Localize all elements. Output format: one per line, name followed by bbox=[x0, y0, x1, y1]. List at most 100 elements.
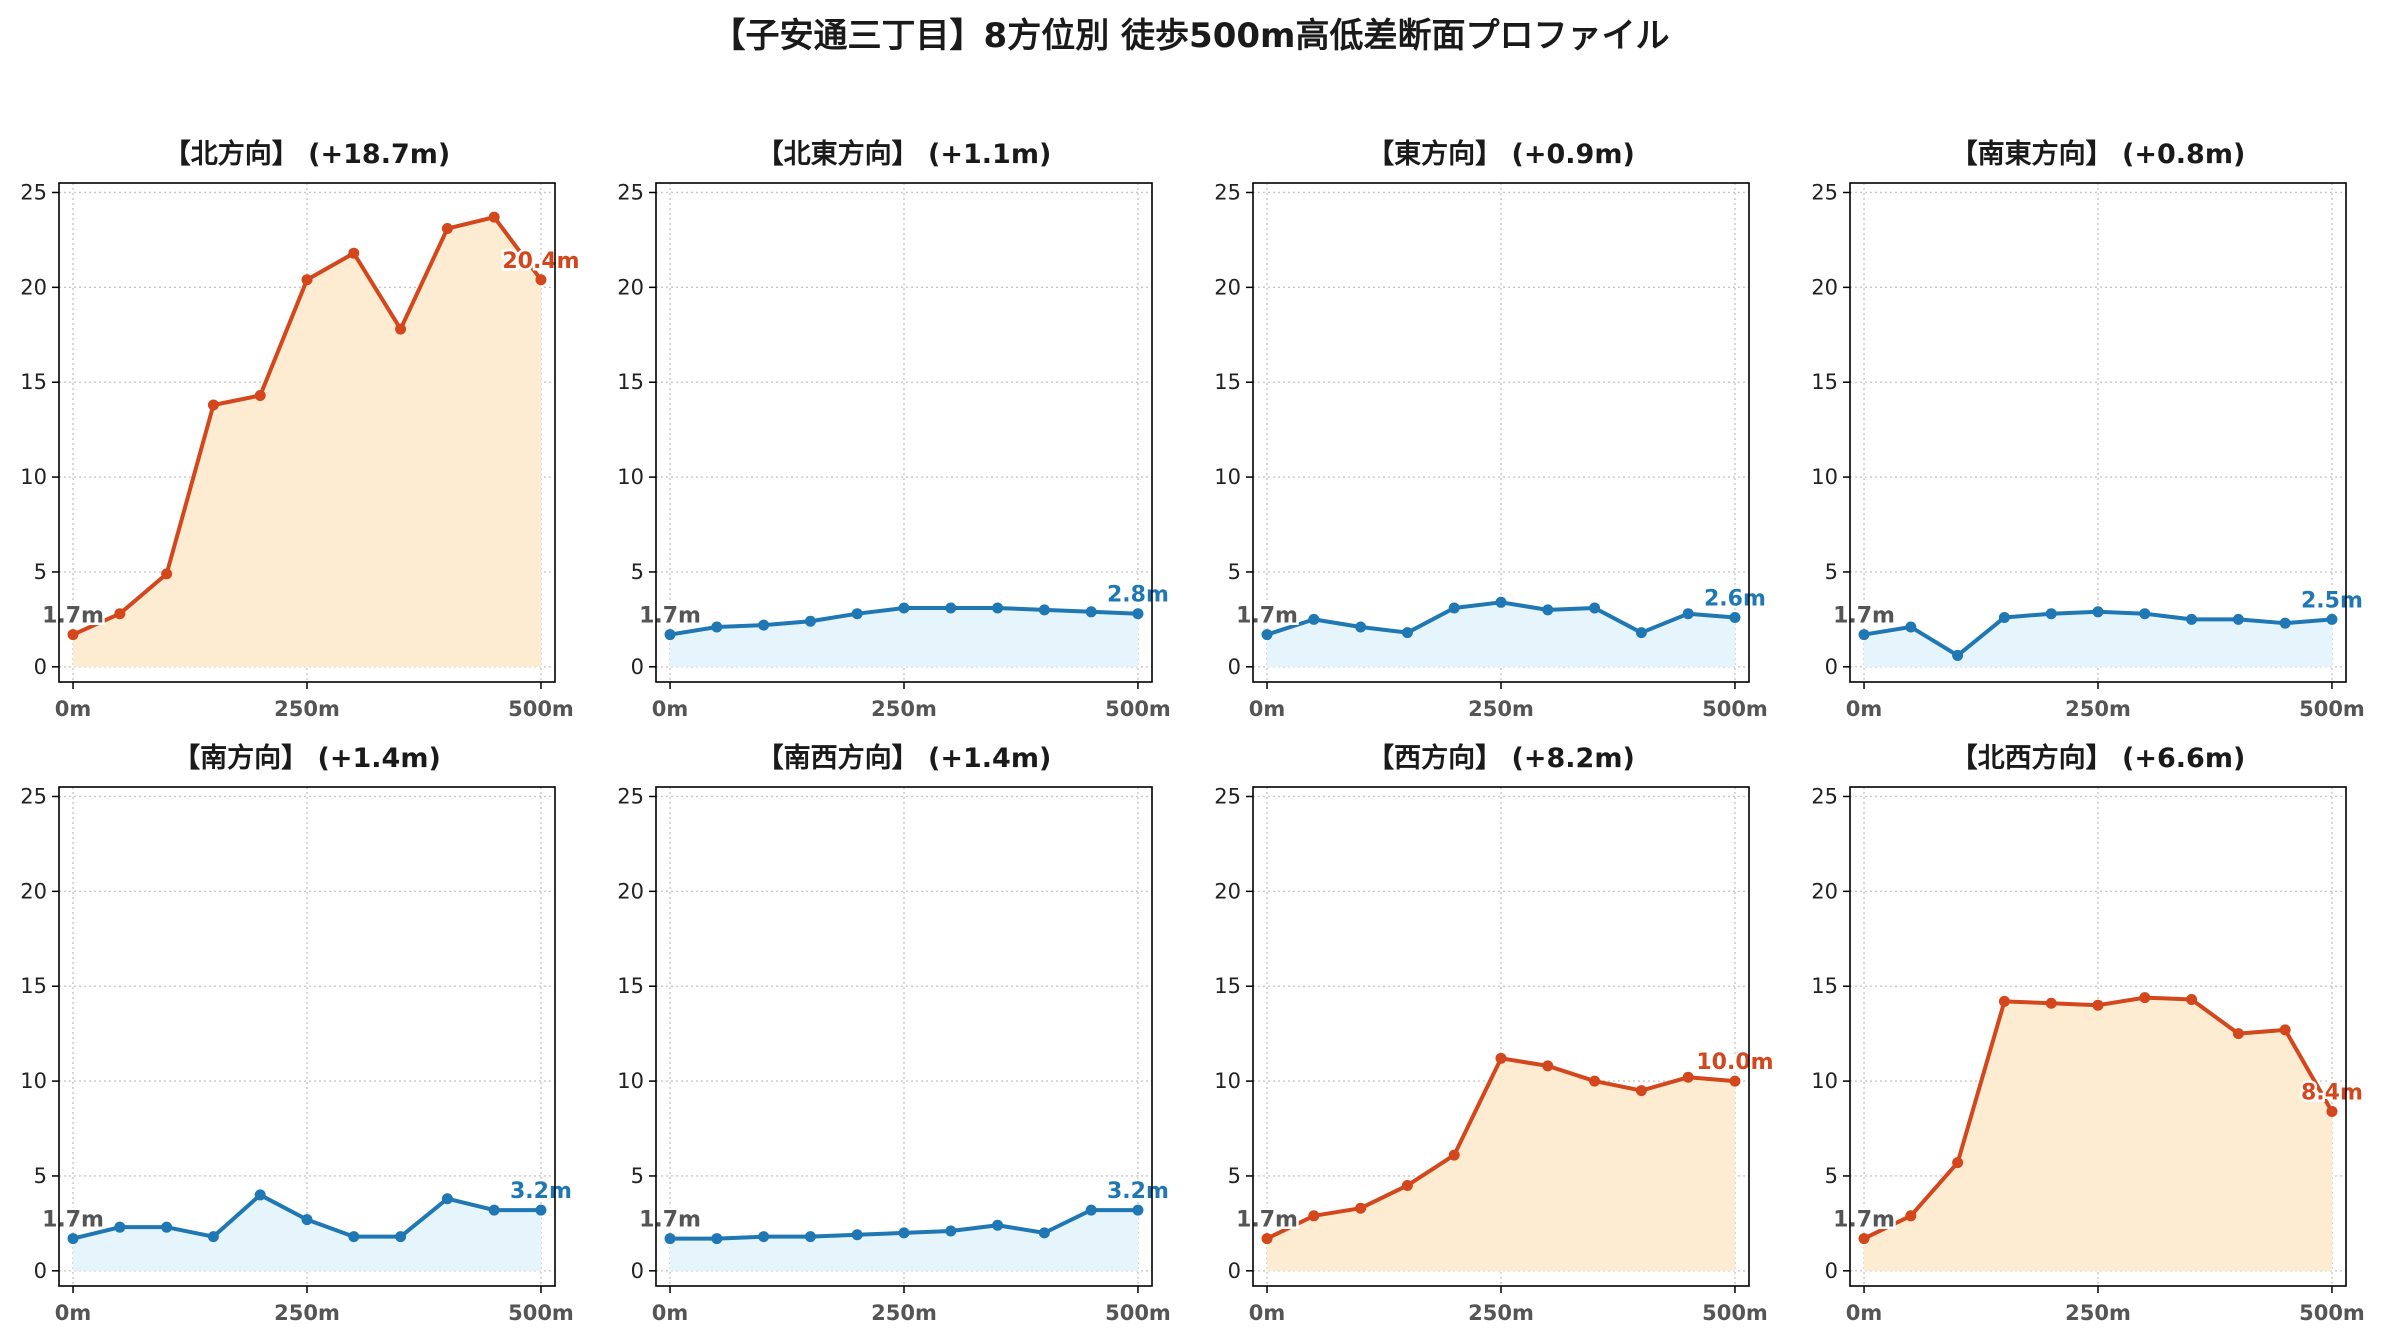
data-point bbox=[1085, 606, 1097, 618]
data-point bbox=[1729, 1075, 1741, 1087]
x-tick-label: 500m bbox=[508, 697, 574, 721]
data-point bbox=[1085, 1204, 1097, 1216]
data-point bbox=[758, 1231, 770, 1243]
end-value-label: 2.6m bbox=[1704, 586, 1766, 611]
data-point bbox=[161, 568, 173, 580]
y-tick-label: 10 bbox=[617, 1069, 644, 1093]
area-fill bbox=[73, 1194, 541, 1271]
data-point bbox=[1132, 1204, 1144, 1216]
data-point bbox=[348, 1231, 360, 1243]
area-fill bbox=[1267, 602, 1735, 667]
data-point bbox=[1261, 629, 1273, 641]
x-tick-label: 500m bbox=[508, 1301, 574, 1325]
start-value-label: 1.7m bbox=[42, 1208, 104, 1233]
area-fill bbox=[670, 608, 1138, 667]
y-tick-label: 5 bbox=[1825, 560, 1838, 584]
data-point bbox=[1038, 1227, 1050, 1239]
subplot-title: 【北方向】 (+18.7m) bbox=[164, 138, 450, 170]
x-tick-label: 0m bbox=[1846, 1301, 1883, 1325]
data-point bbox=[441, 1193, 453, 1205]
data-point bbox=[758, 619, 770, 631]
data-point bbox=[851, 1229, 863, 1241]
subplot-title: 【南西方向】 (+1.4m) bbox=[757, 742, 1052, 774]
data-point bbox=[1401, 627, 1413, 639]
data-point bbox=[898, 602, 910, 614]
y-tick-label: 20 bbox=[20, 275, 47, 299]
y-tick-label: 15 bbox=[617, 974, 644, 998]
data-point bbox=[114, 1221, 126, 1233]
start-value-label: 1.7m bbox=[1236, 1208, 1298, 1233]
y-tick-label: 5 bbox=[1228, 560, 1241, 584]
x-tick-label: 250m bbox=[871, 697, 937, 721]
data-point bbox=[992, 602, 1004, 614]
data-point bbox=[161, 1221, 173, 1233]
data-point bbox=[254, 390, 266, 402]
start-value-label: 1.7m bbox=[42, 604, 104, 629]
y-tick-label: 20 bbox=[1811, 275, 1838, 299]
end-value-label: 2.8m bbox=[1107, 583, 1169, 608]
x-tick-label: 250m bbox=[871, 1301, 937, 1325]
y-tick-label: 10 bbox=[20, 465, 47, 489]
data-point bbox=[2139, 608, 2151, 620]
data-point bbox=[2326, 613, 2338, 625]
x-tick-label: 500m bbox=[1702, 697, 1768, 721]
data-point bbox=[2045, 997, 2057, 1009]
x-tick-label: 0m bbox=[1846, 697, 1883, 721]
x-tick-label: 250m bbox=[2065, 697, 2131, 721]
y-tick-label: 10 bbox=[1811, 1069, 1838, 1093]
y-tick-label: 15 bbox=[1811, 370, 1838, 394]
x-tick-label: 0m bbox=[55, 1301, 92, 1325]
axes-frame bbox=[655, 786, 1153, 1287]
data-point bbox=[348, 247, 360, 259]
y-tick-label: 10 bbox=[617, 465, 644, 489]
data-point bbox=[711, 1233, 723, 1245]
x-tick-label: 500m bbox=[2299, 1301, 2365, 1325]
data-point bbox=[535, 274, 547, 286]
data-point bbox=[804, 615, 816, 627]
x-tick-label: 250m bbox=[274, 697, 340, 721]
start-value-label: 1.7m bbox=[1236, 604, 1298, 629]
subplot-title: 【南方向】 (+1.4m) bbox=[173, 742, 441, 774]
y-tick-label: 0 bbox=[631, 1259, 644, 1283]
data-point bbox=[488, 1204, 500, 1216]
subplot-title: 【北東方向】 (+1.1m) bbox=[757, 138, 1052, 170]
y-tick-label: 10 bbox=[1214, 1069, 1241, 1093]
data-point bbox=[992, 1219, 1004, 1231]
data-point bbox=[535, 1204, 547, 1216]
data-point bbox=[1542, 1060, 1554, 1072]
data-point bbox=[711, 621, 723, 633]
data-point bbox=[1132, 608, 1144, 620]
data-point bbox=[1858, 629, 1870, 641]
data-point bbox=[1682, 1071, 1694, 1083]
y-tick-label: 10 bbox=[20, 1069, 47, 1093]
y-tick-label: 20 bbox=[1214, 879, 1241, 903]
data-point bbox=[441, 223, 453, 235]
y-tick-label: 25 bbox=[20, 180, 47, 204]
data-point bbox=[2279, 1024, 2291, 1036]
data-point bbox=[1542, 604, 1554, 616]
x-tick-label: 500m bbox=[1105, 697, 1171, 721]
y-tick-label: 25 bbox=[617, 180, 644, 204]
data-point bbox=[67, 1233, 79, 1245]
end-value-label: 20.4m bbox=[502, 249, 579, 274]
data-point bbox=[1448, 1149, 1460, 1161]
area-fill bbox=[670, 1210, 1138, 1271]
end-value-label: 10.0m bbox=[1696, 1050, 1773, 1075]
y-tick-label: 5 bbox=[1228, 1164, 1241, 1188]
data-point bbox=[254, 1189, 266, 1201]
data-point bbox=[1308, 613, 1320, 625]
data-point bbox=[1905, 621, 1917, 633]
data-point bbox=[898, 1227, 910, 1239]
end-value-label: 3.2m bbox=[1107, 1179, 1169, 1204]
y-tick-label: 5 bbox=[34, 560, 47, 584]
data-point bbox=[1858, 1233, 1870, 1245]
y-tick-label: 25 bbox=[1811, 784, 1838, 808]
data-point bbox=[395, 1231, 407, 1243]
data-point bbox=[945, 1225, 957, 1237]
y-tick-label: 20 bbox=[617, 879, 644, 903]
